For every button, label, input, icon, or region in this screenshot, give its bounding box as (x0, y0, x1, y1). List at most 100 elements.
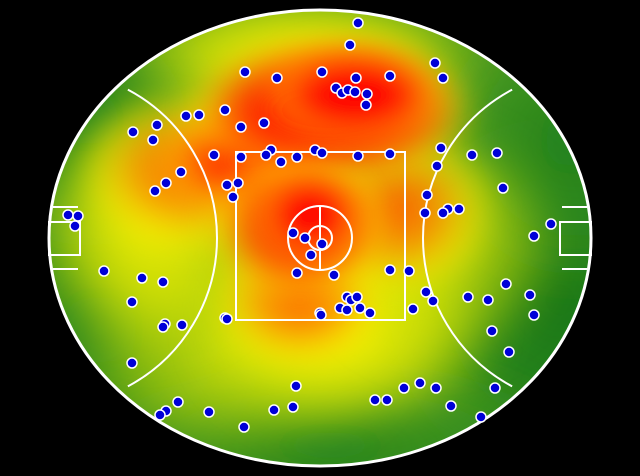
scatter-point[interactable] (403, 265, 415, 277)
scatter-point[interactable] (420, 286, 432, 298)
scatter-point[interactable] (157, 276, 169, 288)
scatter-point[interactable] (341, 304, 353, 316)
scatter-point[interactable] (528, 230, 540, 242)
scatter-point[interactable] (287, 401, 299, 413)
scatter-point[interactable] (369, 394, 381, 406)
scatter-point[interactable] (437, 72, 449, 84)
scatter-point[interactable] (203, 406, 215, 418)
scatter-point[interactable] (381, 394, 393, 406)
scatter-point[interactable] (360, 99, 372, 111)
scatter-point[interactable] (221, 179, 233, 191)
scatter-points-group[interactable] (62, 17, 557, 433)
scatter-point[interactable] (361, 88, 373, 100)
scatter-point[interactable] (258, 117, 270, 129)
scatter-point[interactable] (466, 149, 478, 161)
scatter-point[interactable] (219, 104, 231, 116)
scatter-point[interactable] (62, 209, 74, 221)
scatter-point[interactable] (344, 39, 356, 51)
scatter-point[interactable] (235, 151, 247, 163)
scatter-point[interactable] (126, 357, 138, 369)
left-fifty-metre-arc (127, 88, 218, 388)
scatter-point[interactable] (352, 150, 364, 162)
scatter-point[interactable] (414, 377, 426, 389)
scatter-point[interactable] (232, 177, 244, 189)
scatter-point[interactable] (98, 265, 110, 277)
scatter-point[interactable] (268, 404, 280, 416)
scatter-point[interactable] (528, 309, 540, 321)
scatter-point[interactable] (305, 249, 317, 261)
scatter-point[interactable] (462, 291, 474, 303)
scatter-point[interactable] (350, 72, 362, 84)
right-fifty-metre-arc (422, 88, 513, 388)
scatter-point[interactable] (328, 269, 340, 281)
scatter-point[interactable] (384, 148, 396, 160)
scatter-point[interactable] (316, 238, 328, 250)
scatter-point[interactable] (238, 421, 250, 433)
scatter-point[interactable] (160, 177, 172, 189)
scatter-point[interactable] (421, 189, 433, 201)
scatter-point[interactable] (239, 66, 251, 78)
scatter-point[interactable] (445, 400, 457, 412)
scatter-point[interactable] (287, 227, 299, 239)
scatter-point[interactable] (497, 182, 509, 194)
heat-blob-centre-core (250, 163, 370, 267)
scatter-point[interactable] (299, 232, 311, 244)
scatter-point[interactable] (147, 134, 159, 146)
scatter-point[interactable] (193, 109, 205, 121)
scatter-point[interactable] (352, 17, 364, 29)
scatter-point[interactable] (453, 203, 465, 215)
scatter-point[interactable] (227, 191, 239, 203)
scatter-point[interactable] (316, 66, 328, 78)
scatter-point[interactable] (180, 110, 192, 122)
scatter-point[interactable] (351, 291, 363, 303)
scatter-point[interactable] (431, 160, 443, 172)
scatter-point[interactable] (208, 149, 220, 161)
scatter-point[interactable] (275, 156, 287, 168)
scatter-point[interactable] (221, 313, 233, 325)
scatter-point[interactable] (349, 86, 361, 98)
scatter-point[interactable] (398, 382, 410, 394)
scatter-point[interactable] (151, 119, 163, 131)
scatter-point[interactable] (489, 382, 501, 394)
scatter-point[interactable] (545, 218, 557, 230)
scatter-point[interactable] (419, 207, 431, 219)
scatter-point[interactable] (435, 142, 447, 154)
scatter-point[interactable] (354, 302, 366, 314)
scatter-point[interactable] (384, 264, 396, 276)
scatter-point[interactable] (491, 147, 503, 159)
scatter-point[interactable] (291, 267, 303, 279)
scatter-point[interactable] (154, 409, 166, 421)
scatter-point[interactable] (260, 149, 272, 161)
scatter-point[interactable] (315, 309, 327, 321)
scatter-point[interactable] (69, 220, 81, 232)
scatter-point[interactable] (172, 396, 184, 408)
scatter-point[interactable] (429, 57, 441, 69)
scatter-point[interactable] (271, 72, 283, 84)
scatter-point[interactable] (175, 166, 187, 178)
scatter-point[interactable] (427, 295, 439, 307)
scatter-point[interactable] (136, 272, 148, 284)
scatter-point[interactable] (486, 325, 498, 337)
scatter-point[interactable] (524, 289, 536, 301)
scatter-point[interactable] (430, 382, 442, 394)
scatter-point[interactable] (500, 278, 512, 290)
scatter-point[interactable] (475, 411, 487, 423)
scatter-point[interactable] (316, 147, 328, 159)
scatter-point[interactable] (72, 210, 84, 222)
scatter-point[interactable] (437, 207, 449, 219)
scatter-point[interactable] (157, 321, 169, 333)
scatter-point[interactable] (176, 319, 188, 331)
scatter-point[interactable] (384, 70, 396, 82)
scatter-point[interactable] (482, 294, 494, 306)
scatter-point[interactable] (235, 121, 247, 133)
scatter-point[interactable] (290, 380, 302, 392)
scatter-point[interactable] (503, 346, 515, 358)
scatter-point[interactable] (291, 151, 303, 163)
scatter-point[interactable] (149, 185, 161, 197)
scatter-point[interactable] (364, 307, 376, 319)
scatter-point[interactable] (126, 296, 138, 308)
scatter-point[interactable] (127, 126, 139, 138)
scatter-point[interactable] (407, 303, 419, 315)
